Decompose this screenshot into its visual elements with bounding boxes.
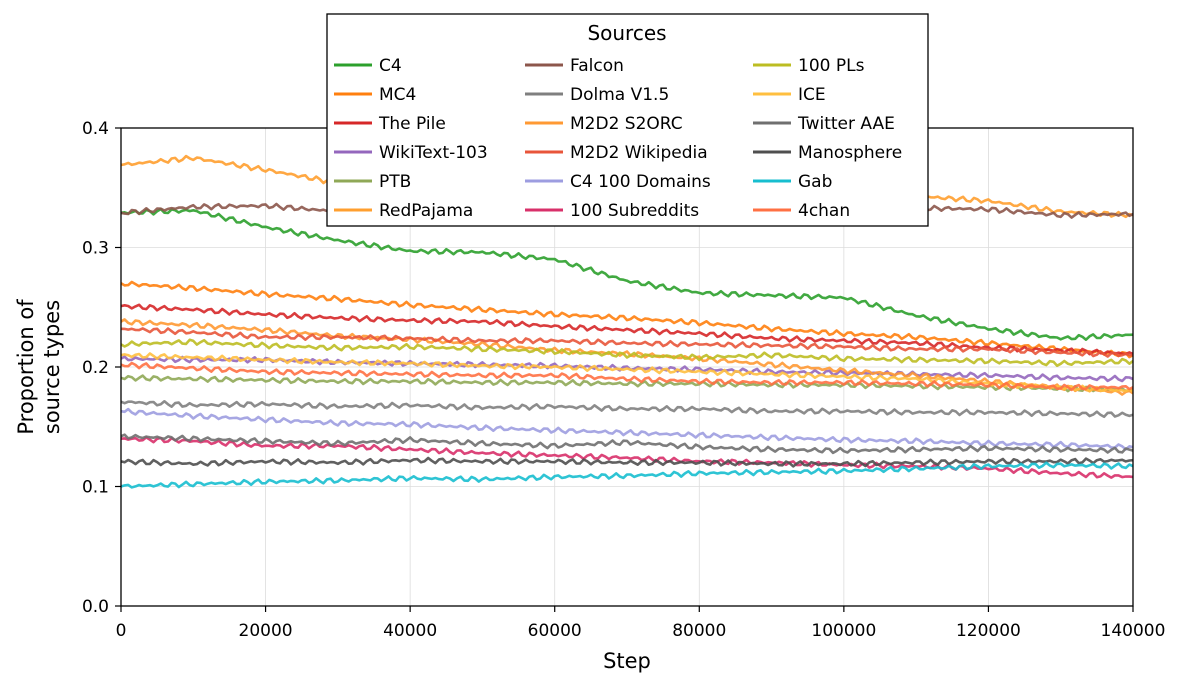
legend-label-falcon: Falcon	[570, 56, 624, 76]
legend-label-m2d2-s2orc: M2D2 S2ORC	[570, 114, 683, 134]
y-tick-label: 0.1	[82, 478, 109, 498]
series-line-the-pile	[120, 303, 1134, 356]
legend-label-c4: C4	[379, 56, 402, 76]
x-tick-label: 20000	[239, 621, 293, 641]
y-axis-title: Proportion of source types	[14, 299, 64, 435]
series-line-4chan	[120, 361, 1134, 392]
series-line-100-pls	[120, 338, 1134, 368]
legend-label-4chan: 4chan	[798, 201, 850, 221]
series-line-c4-100-domains	[120, 407, 1134, 451]
legend-label-m2d2-wikipedia: M2D2 Wikipedia	[570, 143, 708, 163]
series-line-m2d2-s2orc	[120, 318, 1134, 396]
legend-label-100-pls: 100 PLs	[798, 56, 865, 76]
legend-label-c4-100-domains: C4 100 Domains	[570, 172, 711, 192]
y-axis-title-line-1: Proportion of	[14, 299, 38, 435]
series-line-c4	[120, 207, 1134, 342]
series-line-mc4	[120, 280, 1134, 359]
x-tick-label: 140000	[1101, 621, 1166, 641]
y-axis-title-line-2: source types	[40, 300, 64, 434]
x-tick-label: 120000	[956, 621, 1021, 641]
x-tick-label: 0	[116, 621, 127, 641]
legend: Sources C4 MC4 The Pile WikiText-103 PTB RedP…	[326, 13, 929, 227]
x-tick-label: 80000	[672, 621, 726, 641]
y-tick-label: 0.3	[82, 239, 109, 259]
y-tick-label: 0.2	[82, 358, 109, 378]
x-tick-label: 40000	[383, 621, 437, 641]
legend-label-twitter-aae: Twitter AAE	[797, 114, 895, 134]
legend-label-ice: ICE	[798, 85, 826, 105]
legend-label-manosphere: Manosphere	[798, 143, 902, 163]
y-tick-label: 0.0	[82, 597, 109, 617]
axis-ticks: 0 20000 40000 60000 80000 100000 120000 140000 0…	[82, 119, 1166, 641]
legend-entries: C4 MC4 The Pile WikiText-103 PTB RedPajama Fal…	[334, 56, 902, 221]
series-lines	[120, 154, 1134, 489]
legend-label-100-subreddits: 100 Subreddits	[570, 201, 699, 221]
series-line-ice	[120, 352, 1134, 393]
series-line-manosphere	[120, 456, 1134, 468]
legend-label-gab: Gab	[798, 172, 832, 192]
legend-label-mc4: MC4	[379, 85, 416, 105]
series-line-twitter-aae	[120, 433, 1134, 455]
legend-label-wikitext-103: WikiText-103	[379, 143, 488, 163]
series-line-dolma-v1-5	[120, 399, 1134, 419]
legend-box	[326, 13, 929, 227]
series-line-m2d2-wikipedia	[120, 327, 1134, 358]
x-axis-title: Step	[603, 649, 651, 673]
x-tick-label: 60000	[528, 621, 582, 641]
y-tick-label: 0.4	[82, 119, 109, 139]
legend-label-dolma-v1-5: Dolma V1.5	[570, 85, 669, 105]
series-line-gab	[120, 461, 1134, 489]
legend-label-the-pile: The Pile	[378, 114, 446, 134]
legend-title: Sources	[587, 21, 666, 45]
legend-label-ptb: PTB	[379, 172, 411, 192]
x-tick-label: 100000	[811, 621, 876, 641]
series-line-ptb	[120, 374, 1134, 393]
legend-label-redpajama: RedPajama	[379, 201, 473, 221]
